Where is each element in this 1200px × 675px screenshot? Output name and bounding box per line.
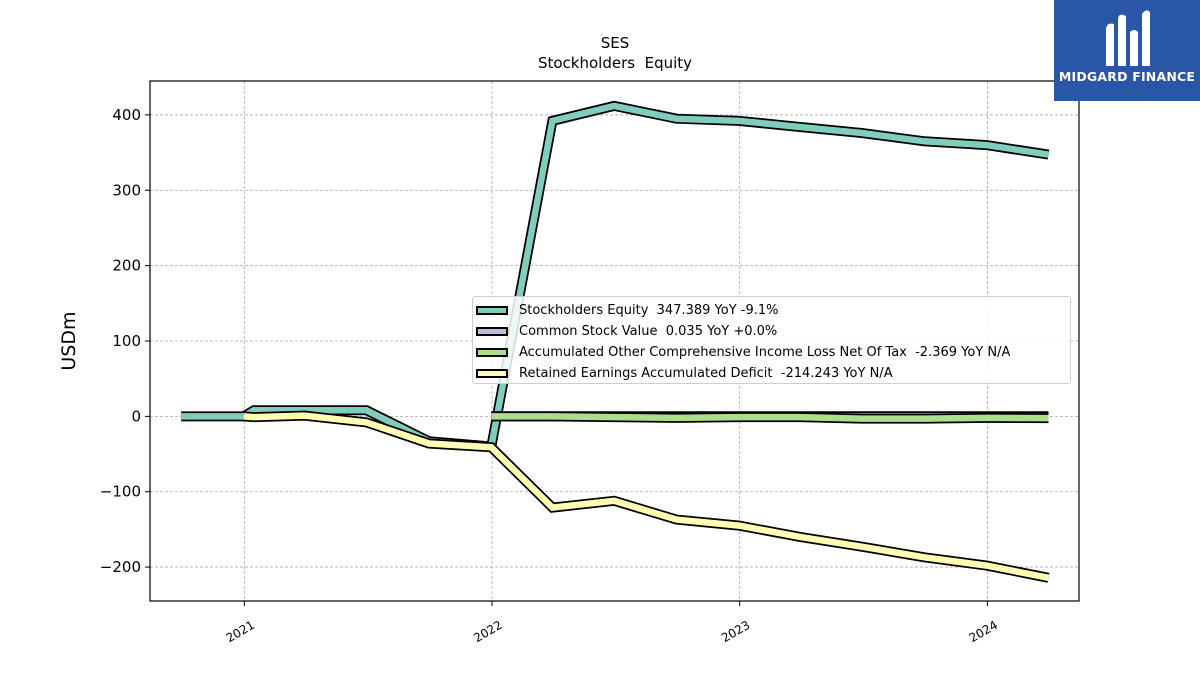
legend-label: Stockholders Equity 347.389 YoY -9.1% [519,303,779,318]
midgard-m-logo-icon [1106,10,1150,67]
y-tick-label: 400 [112,106,141,124]
brand-name: MIDGARD FINANCE [1058,69,1196,84]
y-tick-label: −100 [100,483,141,501]
legend-swatch [476,369,508,378]
legend-entry: Common Stock Value 0.035 YoY +0.0% [473,321,1070,342]
series-line-outline [181,100,1050,452]
x-axis: 2021 2022 2023 2024 [224,601,1000,645]
series-line [243,412,1050,581]
y-tick-label: 300 [112,181,141,199]
y-tick-label: 100 [112,332,141,350]
x-tick-label: 2024 [967,618,1000,645]
legend: Stockholders Equity 347.389 YoY -9.1% Co… [472,296,1071,384]
brand-logo: MIDGARD FINANCE [1054,0,1200,101]
x-tick-label: 2022 [471,618,504,645]
series-line [491,413,1049,422]
legend-entry: Retained Earnings Accumulated Deficit -2… [473,363,1070,384]
legend-entry: Stockholders Equity 347.389 YoY -9.1% [473,300,1070,321]
series-line [181,102,1049,450]
legend-label: Retained Earnings Accumulated Deficit -2… [519,366,893,381]
y-tick-label: 0 [131,407,141,425]
legend-label: Accumulated Other Comprehensive Income L… [519,345,1011,360]
series-lines [181,100,1050,583]
legend-swatch [476,306,508,315]
x-tick-label: 2023 [719,618,752,645]
y-tick-label: −200 [100,558,141,576]
x-tick-label: 2021 [224,618,257,645]
series-line-outline [243,410,1050,583]
legend-swatch [476,327,508,336]
legend-swatch [476,348,508,357]
y-axis: 400 300 200 100 0 −100 −200 [100,106,150,576]
chart-title: SES [601,34,630,52]
y-tick-label: 200 [112,257,141,275]
legend-entry: Accumulated Other Comprehensive Income L… [473,342,1070,363]
y-axis-label: USDm [58,311,80,370]
legend-label: Common Stock Value 0.035 YoY +0.0% [519,324,778,339]
chart-subtitle: Stockholders Equity [538,54,692,72]
